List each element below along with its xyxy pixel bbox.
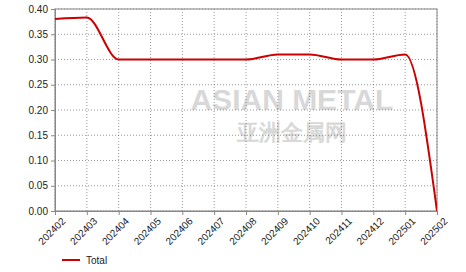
tick-mark xyxy=(151,211,152,215)
grid-line xyxy=(214,9,215,211)
grid-line xyxy=(341,9,342,211)
tick-mark xyxy=(51,85,55,86)
tick: 0.40 xyxy=(29,4,55,15)
tick-mark xyxy=(51,9,55,10)
tick-label: 202502 xyxy=(418,215,450,247)
tick-mark xyxy=(119,211,120,215)
tick-label: 0.15 xyxy=(29,130,49,141)
grid xyxy=(55,9,437,211)
tick: 202408 xyxy=(227,211,259,247)
tick: 0.20 xyxy=(29,105,55,116)
tick-mark xyxy=(51,135,55,136)
tick: 202406 xyxy=(163,211,195,247)
tick-label: 202412 xyxy=(354,215,386,247)
legend: Total xyxy=(62,255,107,266)
tick: 0.35 xyxy=(29,29,55,40)
tick-label: 0.40 xyxy=(29,4,49,15)
tick-mark xyxy=(51,34,55,35)
legend-label: Total xyxy=(86,255,107,266)
tick-mark xyxy=(182,211,183,215)
watermark: ASIAN METAL xyxy=(190,83,393,116)
grid-line xyxy=(55,160,437,161)
tick: 202407 xyxy=(195,211,227,247)
tick-mark xyxy=(310,211,311,215)
tick-mark xyxy=(51,60,55,61)
tick-label: 0.35 xyxy=(29,29,49,40)
tick-mark xyxy=(51,211,55,212)
tick: 0.10 xyxy=(29,155,55,166)
grid-line xyxy=(246,9,247,211)
lines xyxy=(55,18,437,211)
tick-label: 0.05 xyxy=(29,180,49,191)
watermark: 亚洲金属网 xyxy=(236,120,347,145)
tick-mark xyxy=(437,211,438,215)
tick-label: 202410 xyxy=(291,215,323,247)
axis-line xyxy=(51,10,56,212)
x-axis: 2024022024032024042024052024062024072024… xyxy=(36,211,450,247)
tick-label: 202403 xyxy=(68,215,100,247)
tick: 202410 xyxy=(291,211,323,247)
tick-label: 0.25 xyxy=(29,79,49,90)
tick: 0.00 xyxy=(29,206,55,217)
tick-label: 202411 xyxy=(323,215,354,246)
grid-line xyxy=(373,9,374,211)
tick-mark xyxy=(246,211,247,215)
tick-label: 202501 xyxy=(386,215,418,247)
tick: 0.15 xyxy=(29,130,55,141)
tick: 202402 xyxy=(36,211,68,247)
grid-line xyxy=(55,110,437,111)
tick-mark xyxy=(405,211,406,215)
tick-mark xyxy=(51,161,55,162)
grid-line xyxy=(277,9,278,211)
tick: 0.05 xyxy=(29,180,55,191)
grid-line xyxy=(150,9,151,211)
grid-line xyxy=(405,9,406,211)
legend-swatch xyxy=(62,259,80,261)
tick-label: 0.30 xyxy=(29,54,49,65)
tick-label: 202409 xyxy=(259,215,291,247)
tick-label: 202408 xyxy=(227,215,259,247)
tick: 202412 xyxy=(354,211,386,247)
plot-frame xyxy=(55,9,437,211)
tick: 202411 xyxy=(323,211,354,246)
grid-line xyxy=(182,9,183,211)
tick: 202502 xyxy=(418,211,450,247)
axis-line xyxy=(56,212,438,216)
plot: ASIAN METAL 亚洲金属网 0.00 0.05 0.10 0.15 0.20 0.25… xyxy=(29,4,450,247)
tick-label: 0.20 xyxy=(29,105,49,116)
tick-mark xyxy=(214,211,215,215)
grid-line xyxy=(309,9,310,211)
tick-mark xyxy=(87,211,88,215)
tick: 202405 xyxy=(132,211,164,247)
tick: 0.30 xyxy=(29,54,55,65)
tick-mark xyxy=(373,211,374,215)
y-axis: 0.00 0.05 0.10 0.15 0.20 0.25 0.30 0.35 0.40 xyxy=(29,4,56,217)
tick-mark xyxy=(51,186,55,187)
tick: 0.25 xyxy=(29,79,55,90)
tick: 202409 xyxy=(259,211,291,247)
tick-label: 202405 xyxy=(132,215,164,247)
tick-label: 202406 xyxy=(163,215,195,247)
tick-label: 0.10 xyxy=(29,155,49,166)
tick-mark xyxy=(51,110,55,111)
tick-label: 0.00 xyxy=(29,206,49,217)
tick-label: 202407 xyxy=(195,215,227,247)
tick: 202501 xyxy=(386,211,418,247)
tick-label: 202404 xyxy=(100,215,132,247)
grid-line xyxy=(86,9,87,211)
tick: 202403 xyxy=(68,211,100,247)
tick-label: 202402 xyxy=(36,215,68,247)
tick-mark xyxy=(342,211,343,215)
series-line xyxy=(55,18,437,211)
grid-line xyxy=(118,9,119,211)
chart: ASIAN METAL 亚洲金属网 0.00 0.05 0.10 0.15 0.20 0.25… xyxy=(0,0,466,272)
tick-mark xyxy=(55,211,56,215)
tick-mark xyxy=(278,211,279,215)
tick: 202404 xyxy=(100,211,132,247)
